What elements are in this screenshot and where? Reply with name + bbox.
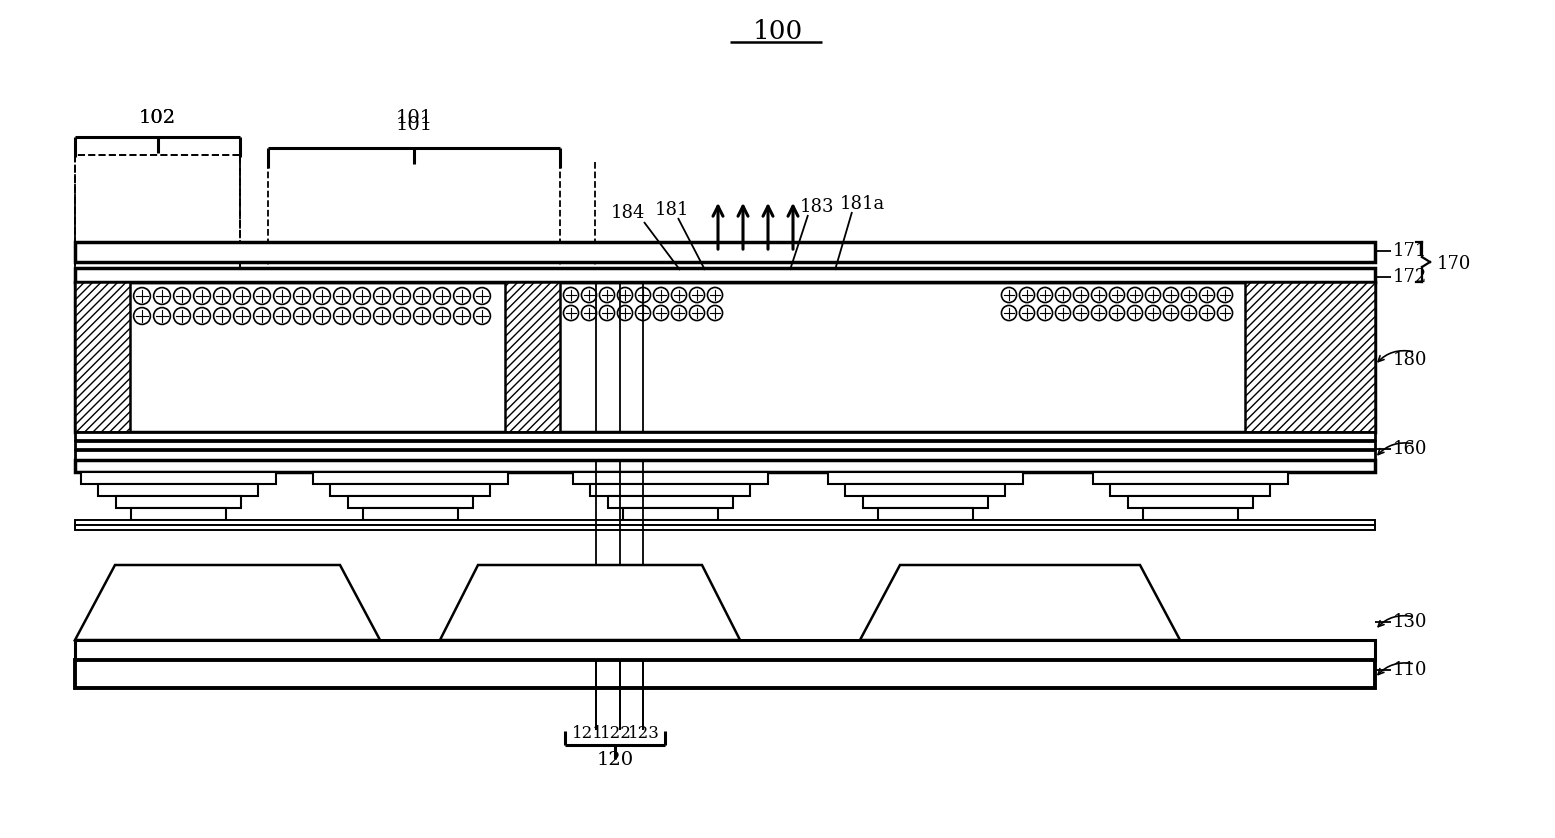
Bar	[863, 496, 987, 508]
Bar	[75, 460, 1375, 472]
Text: 102: 102	[138, 109, 176, 127]
Bar	[1246, 282, 1375, 432]
Bar	[624, 508, 718, 520]
Bar	[348, 496, 473, 508]
Bar	[81, 472, 275, 484]
Bar	[75, 282, 131, 432]
Text: 122: 122	[600, 725, 631, 742]
Polygon shape	[75, 565, 379, 640]
Bar	[75, 268, 1375, 282]
Bar	[362, 508, 459, 520]
Bar	[1127, 496, 1253, 508]
Bar	[827, 472, 1023, 484]
Bar	[75, 282, 1375, 432]
Text: 183: 183	[799, 198, 835, 216]
Polygon shape	[860, 565, 1180, 640]
Text: 170: 170	[1437, 255, 1471, 273]
Bar	[75, 640, 1375, 660]
Bar	[75, 441, 1375, 449]
Bar	[75, 520, 1375, 525]
Bar	[75, 155, 239, 340]
Text: 101: 101	[395, 116, 432, 134]
Bar	[879, 508, 973, 520]
Bar	[608, 496, 732, 508]
Bar	[589, 484, 750, 496]
Bar	[1143, 508, 1238, 520]
Bar	[572, 472, 768, 484]
Bar	[75, 660, 1375, 688]
Bar	[75, 525, 1375, 530]
Text: 171: 171	[1393, 242, 1427, 260]
Bar	[1093, 472, 1288, 484]
Bar	[131, 508, 225, 520]
Bar	[505, 282, 560, 432]
Text: 100: 100	[753, 19, 802, 44]
Bar	[844, 484, 1005, 496]
Text: 102: 102	[138, 109, 176, 127]
Text: 181: 181	[655, 201, 689, 219]
Text: 181a: 181a	[840, 195, 885, 213]
Text: 101: 101	[395, 109, 432, 127]
Polygon shape	[440, 565, 740, 640]
Text: 172: 172	[1393, 268, 1427, 286]
Bar	[98, 484, 258, 496]
Text: 180: 180	[1393, 351, 1427, 369]
Text: 110: 110	[1393, 661, 1427, 679]
Bar	[75, 242, 1375, 262]
Text: 120: 120	[597, 751, 633, 769]
Bar	[330, 484, 490, 496]
Bar	[313, 472, 508, 484]
Bar	[75, 450, 1375, 460]
Text: 160: 160	[1393, 440, 1427, 458]
Text: 130: 130	[1393, 613, 1427, 631]
Text: 121: 121	[572, 725, 603, 742]
Text: 123: 123	[628, 725, 659, 742]
Bar	[75, 432, 1375, 440]
Bar	[1110, 484, 1270, 496]
Bar	[117, 496, 241, 508]
Text: 184: 184	[611, 204, 645, 222]
